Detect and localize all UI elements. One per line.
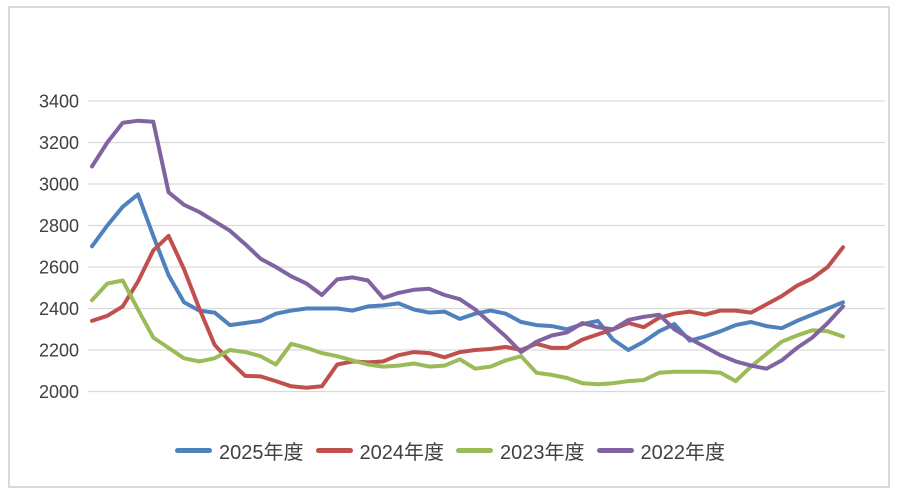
legend-item-2023年度[interactable]: 2023年度 xyxy=(456,436,585,465)
legend-line-swatch-icon xyxy=(596,448,634,453)
legend-item-2025年度[interactable]: 2025年度 xyxy=(175,436,304,465)
legend-line-swatch-icon xyxy=(456,448,493,453)
series-line-2024年度[interactable] xyxy=(90,233,845,390)
y-axis-tick-label: 2800 xyxy=(39,216,79,236)
legend-item-2024年度[interactable]: 2024年度 xyxy=(315,436,445,465)
legend-line-swatch-icon xyxy=(175,448,212,453)
series-line-2023年度[interactable] xyxy=(90,278,845,387)
y-axis-tick-labels-group: 3400 3200 3000 2800 2600 2400 2200 2000 xyxy=(39,92,79,403)
legend-item-label: 2024年度 xyxy=(359,442,445,464)
legend-line-swatch-icon xyxy=(315,448,353,453)
chart-legend: 2025年度 2024年度 2023年度 2022年度 xyxy=(0,436,900,465)
series-line-2022年度[interactable] xyxy=(90,118,845,371)
y-axis-tick-label: 3400 xyxy=(39,92,79,112)
y-axis-tick-label: 2400 xyxy=(39,299,79,319)
series-lines-group xyxy=(90,118,845,390)
y-axis-tick-label: 3200 xyxy=(39,133,79,153)
y-axis-tick-label: 2600 xyxy=(39,258,79,278)
y-axis-tick-label: 3000 xyxy=(39,175,79,195)
legend-item-label: 2025年度 xyxy=(219,442,304,464)
legend-item-2022年度[interactable]: 2022年度 xyxy=(596,436,726,465)
gridlines-group xyxy=(88,100,885,393)
y-axis-tick-label: 2200 xyxy=(39,341,79,361)
legend-item-label: 2023年度 xyxy=(500,442,585,464)
legend-item-label: 2022年度 xyxy=(640,442,726,464)
y-axis-tick-label: 2000 xyxy=(39,382,79,402)
series-line-2025年度[interactable] xyxy=(90,192,845,352)
